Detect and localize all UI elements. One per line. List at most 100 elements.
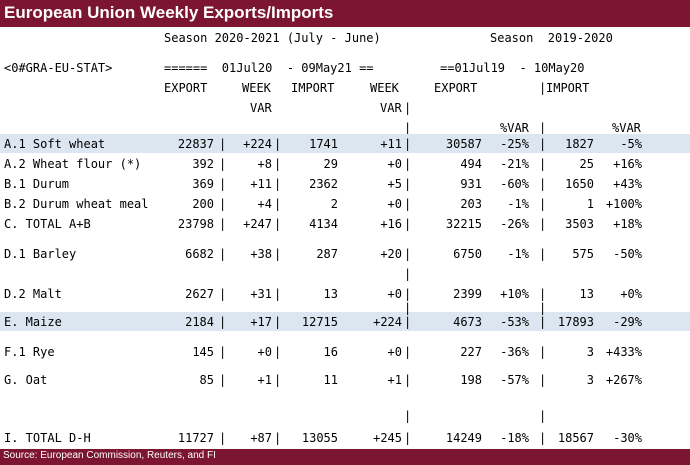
export-cell: 23798 (177, 217, 214, 231)
prior-export-cell: 4673 (453, 315, 482, 329)
import-cell: 13055 (301, 431, 338, 445)
import-cell: 29 (323, 157, 338, 171)
prior-export-var-cell: -26% (500, 217, 529, 231)
col-separator: | (539, 81, 547, 95)
import-cell: 16 (323, 345, 338, 359)
prior-export-var-cell: -18% (500, 431, 529, 445)
col-separator: | (219, 247, 227, 261)
col-header-export-prior: EXPORT (434, 81, 478, 95)
prior-export-var-cell: -25% (500, 137, 529, 151)
col-separator: | (274, 177, 282, 191)
col-separator: | (274, 247, 282, 261)
import-cell: 2362 (309, 177, 338, 191)
prior-import-cell: 3 (586, 345, 594, 359)
export-cell: 22837 (177, 137, 214, 151)
week-var-cell: +11 (250, 177, 272, 191)
prior-export-var-cell: +10% (500, 287, 529, 301)
col-separator: | (219, 217, 227, 231)
col-separator: | (539, 315, 547, 329)
col-separator: | (404, 301, 412, 315)
import-cell: 287 (316, 247, 338, 261)
col-separator: | (274, 431, 282, 445)
week-var-cell: +87 (250, 431, 272, 445)
import-cell: 12715 (301, 315, 338, 329)
col-separator: | (539, 157, 547, 171)
row-label: B.2 Durum wheat meal (4, 197, 149, 211)
export-cell: 85 (199, 373, 214, 387)
export-cell: 11727 (177, 431, 214, 445)
prior-export-cell: 14249 (445, 431, 482, 445)
week-var-cell: +31 (250, 287, 272, 301)
col-separator: | (219, 287, 227, 301)
table-row (0, 134, 690, 153)
prior-export-var-cell: -1% (507, 197, 529, 211)
prior-import-var-cell: +0% (620, 287, 642, 301)
import-week-var-cell: +16 (380, 217, 402, 231)
week-var-cell: +0 (257, 345, 272, 359)
week-var-cell: +1 (257, 373, 272, 387)
prior-export-cell: 931 (460, 177, 482, 191)
prior-export-cell: 6750 (453, 247, 482, 261)
col-header-var: VAR (250, 101, 272, 115)
page-title: European Union Weekly Exports/Imports (4, 3, 334, 22)
prior-import-var-cell: -5% (620, 137, 642, 151)
col-separator: | (219, 345, 227, 359)
col-separator: | (539, 137, 547, 151)
col-separator: | (404, 101, 412, 115)
row-label: C. TOTAL A+B (4, 217, 91, 231)
col-header-import: IMPORT (291, 81, 335, 95)
range-current: ====== 01Jul20 - 09May21 == (164, 61, 374, 75)
col-separator: | (404, 287, 412, 301)
col-header-pctvar2: %VAR (612, 121, 641, 135)
prior-import-var-cell: +18% (613, 217, 642, 231)
col-separator: | (404, 217, 412, 231)
row-label: A.1 Soft wheat (4, 137, 106, 151)
col-separator: | (274, 217, 282, 231)
prior-export-cell: 2399 (453, 287, 482, 301)
week-var-cell: +38 (250, 247, 272, 261)
export-cell: 2627 (185, 287, 214, 301)
export-cell: 145 (192, 345, 214, 359)
col-separator: | (404, 315, 412, 329)
col-separator: | (404, 431, 412, 445)
col-separator: | (404, 345, 412, 359)
source-note: Source: European Commission, Reuters, an… (3, 450, 216, 461)
col-separator: | (404, 177, 412, 191)
prior-import-var-cell: -50% (613, 247, 642, 261)
prior-import-cell: 17893 (557, 315, 594, 329)
col-separator: | (274, 197, 282, 211)
col-separator: | (404, 267, 412, 281)
prior-import-var-cell: +16% (613, 157, 642, 171)
col-separator: | (539, 409, 547, 423)
week-var-cell: +224 (243, 137, 272, 151)
range-prior: ==01Jul19 - 10May20 (440, 61, 585, 75)
week-var-cell: +4 (257, 197, 272, 211)
ric-code: <0#GRA-EU-STAT> (4, 61, 113, 75)
col-separator: | (539, 121, 547, 135)
col-separator: | (274, 345, 282, 359)
import-week-var-cell: +0 (387, 287, 402, 301)
prior-export-cell: 198 (460, 373, 482, 387)
import-week-var-cell: +245 (373, 431, 402, 445)
col-separator: | (274, 137, 282, 151)
row-label: E. Maize (4, 315, 62, 329)
prior-import-cell: 25 (579, 157, 594, 171)
import-week-var-cell: +20 (380, 247, 402, 261)
col-separator: | (539, 345, 547, 359)
col-separator: | (404, 373, 412, 387)
col-separator: | (539, 247, 547, 261)
prior-import-var-cell: +43% (613, 177, 642, 191)
week-var-cell: +17 (250, 315, 272, 329)
prior-import-var-cell: +267% (605, 373, 642, 387)
prior-import-var-cell: -29% (613, 315, 642, 329)
row-label: F.1 Rye (4, 345, 55, 359)
prior-export-cell: 30587 (445, 137, 482, 151)
col-header-var2: VAR (380, 101, 402, 115)
import-cell: 1741 (309, 137, 338, 151)
col-separator: | (539, 431, 547, 445)
row-label: G. Oat (4, 373, 48, 387)
col-separator: | (404, 157, 412, 171)
prior-import-cell: 3 (586, 373, 594, 387)
export-cell: 2184 (185, 315, 214, 329)
import-cell: 11 (323, 373, 338, 387)
